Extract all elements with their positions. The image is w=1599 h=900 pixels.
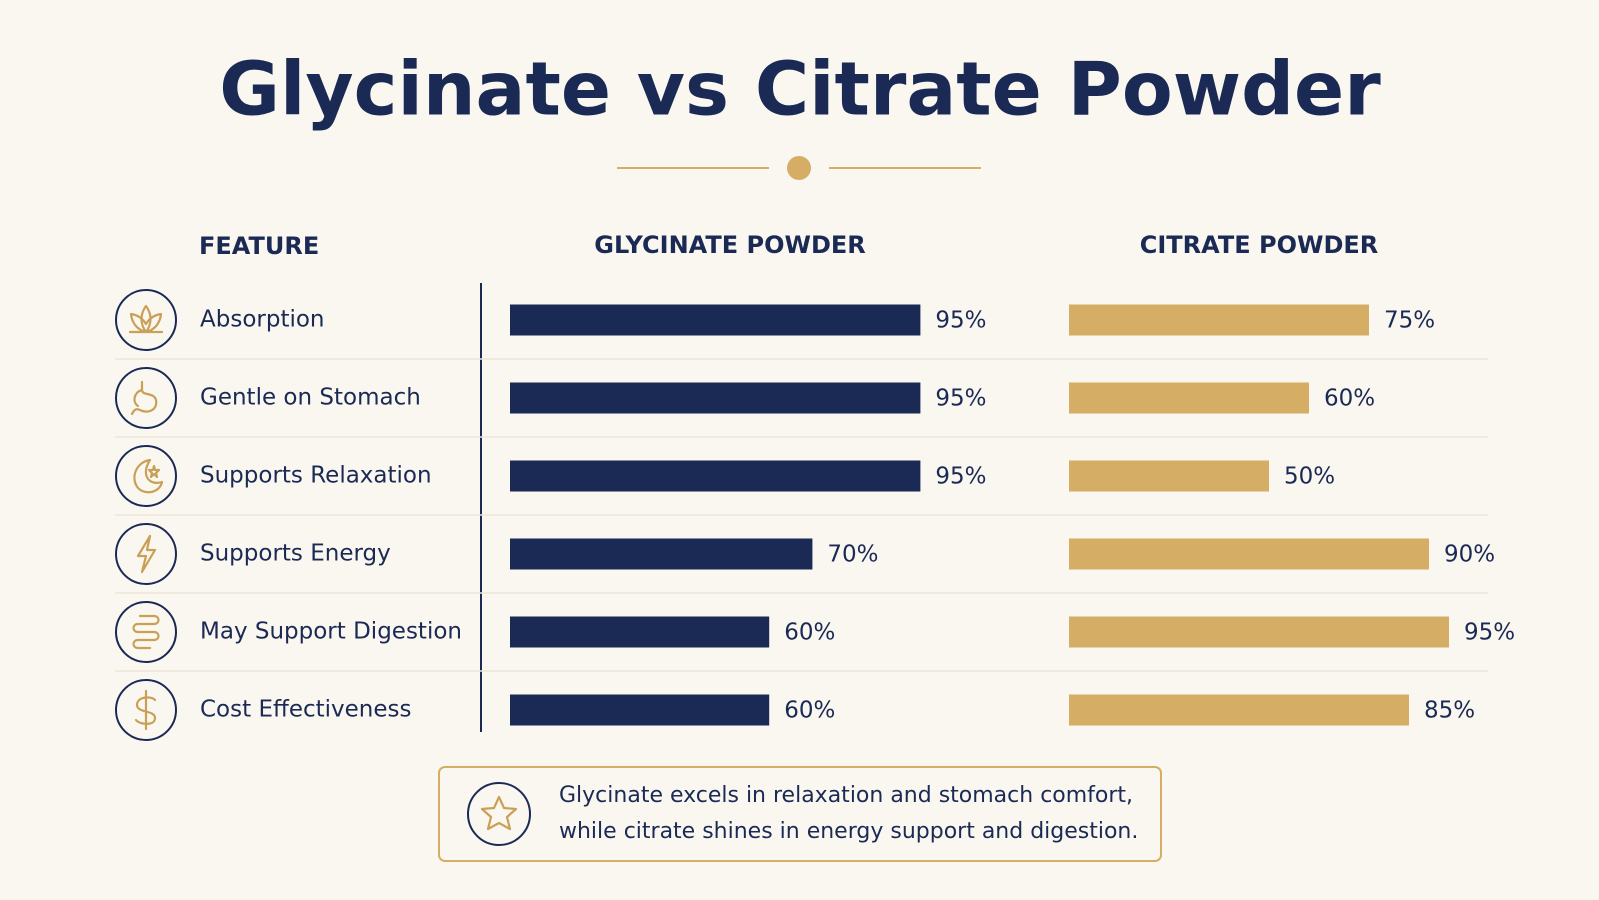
divider (617, 156, 981, 180)
feature-label: Supports Energy (200, 541, 391, 567)
value-label: 70% (827, 542, 878, 568)
feature-icons (115, 289, 177, 741)
value-label: 85% (1424, 698, 1475, 724)
chart-title: Glycinate vs Citrate Powder (219, 47, 1381, 133)
value-label: 60% (784, 698, 835, 724)
value-label: 50% (1284, 464, 1335, 490)
value-label: 95% (935, 308, 986, 334)
column-header: FEATURE (199, 232, 319, 260)
bar (1069, 616, 1449, 648)
value-label: 95% (935, 464, 986, 490)
bar (1069, 304, 1369, 336)
bar (510, 694, 770, 726)
value-label: 60% (1324, 386, 1375, 412)
feature-label: May Support Digestion (200, 619, 462, 645)
bar (510, 304, 921, 336)
summary-note: Glycinate excels in relaxation and stoma… (559, 783, 1139, 844)
bar (510, 382, 921, 414)
value-label: 95% (1464, 620, 1515, 646)
value-label: 95% (935, 386, 986, 412)
value-label: 75% (1384, 308, 1435, 334)
bar (1069, 460, 1269, 492)
feature-label: Absorption (200, 307, 325, 333)
feature-label: Gentle on Stomach (200, 385, 421, 411)
column-header: CITRATE POWDER (1140, 231, 1379, 259)
bar (1069, 538, 1429, 570)
column-header: GLYCINATE POWDER (594, 231, 866, 259)
bar (1069, 694, 1409, 726)
bar (510, 460, 921, 492)
bar (1069, 382, 1309, 414)
value-label: 60% (784, 620, 835, 646)
feature-label: Cost Effectiveness (200, 697, 411, 723)
note-box (438, 766, 1162, 862)
feature-label: Supports Relaxation (200, 463, 432, 489)
value-label: 90% (1444, 542, 1495, 568)
bar (510, 616, 770, 648)
bar (510, 538, 813, 570)
